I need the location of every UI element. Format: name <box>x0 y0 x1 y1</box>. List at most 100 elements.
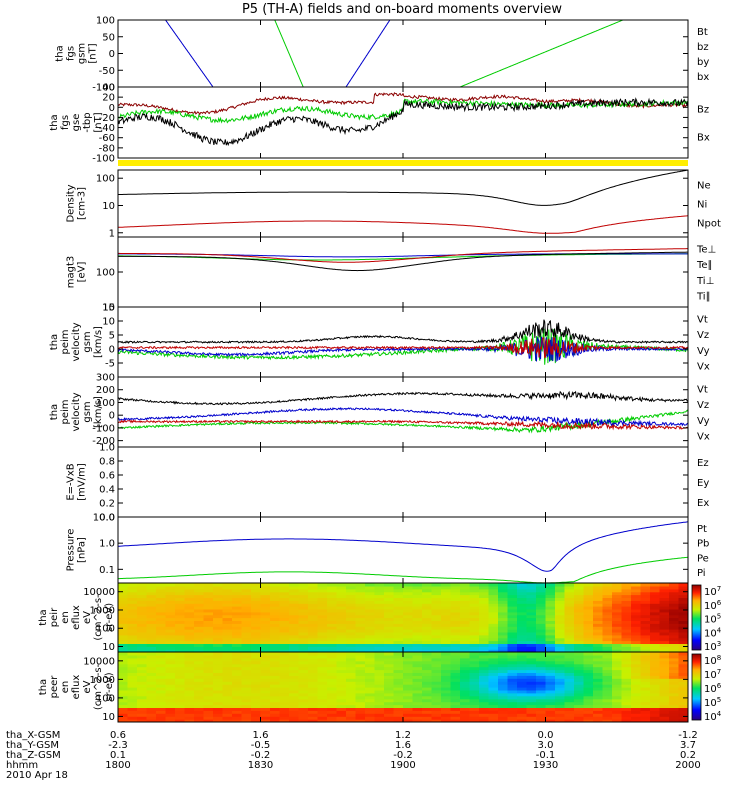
quality-flag-bar <box>118 160 688 166</box>
panel-density: 100 10 1 Density [cm-3] Ne Ni Npot <box>66 169 721 239</box>
y-tick-label: 1000 <box>90 675 115 686</box>
legend-by: by <box>697 57 709 68</box>
y-tick-label: 0.6 <box>99 471 115 482</box>
legend-Npot: Npot <box>697 219 721 230</box>
legend-Vz: Vz <box>697 400 709 411</box>
y-tick-label: -100 <box>92 83 115 94</box>
legend-Pi: Pi <box>697 568 706 579</box>
y-axis-label: gsm <box>82 401 93 422</box>
y-tick-label: 1.0 <box>99 539 115 550</box>
y-tick-label: 10 <box>102 712 115 723</box>
colorbar-label: 105 <box>704 696 721 709</box>
panel-frame <box>117 19 689 88</box>
panel-efield: 1.0 0.8 0.6 0.4 0.2 0.0 E=-VxB [mV/m] Ez Ey Ex <box>66 443 710 524</box>
y-axis-label: velocity <box>71 322 82 361</box>
ephemeris-value: 3.7 <box>680 740 696 751</box>
y-axis-label: (cm^2-s- <box>93 594 104 641</box>
y-axis-label: [eV] <box>77 262 88 283</box>
colorbar-label: 104 <box>704 710 722 723</box>
legend-Ne: Ne <box>697 180 711 191</box>
y-tick-label: -100 <box>92 154 115 165</box>
y-tick-label: 10 <box>102 642 115 653</box>
y-tick-label: 0 <box>109 411 115 422</box>
ephemeris-value: -0.1 <box>536 750 556 761</box>
legend-Vt: Vt <box>697 385 708 396</box>
colorbar-label: 107 <box>704 668 721 681</box>
series-vz <box>118 336 688 359</box>
series-vx <box>118 407 688 427</box>
legend-Bt: Bt <box>697 27 708 38</box>
ephemeris-label: tha_X-GSM <box>6 730 60 741</box>
legend-Bz: Bz <box>697 104 709 115</box>
y-axis-label: en <box>60 681 71 694</box>
y-tick-label: -80 <box>99 143 115 154</box>
legend-Vz: Vz <box>697 330 709 341</box>
y-axis-label: tha <box>49 114 60 130</box>
y-tick-label: 100 <box>96 693 115 704</box>
y-axis-label: [nT] <box>88 43 99 63</box>
panel-fgs_gsm: 100 50 0 -50 -100 tha fgs gsm [nT] Bt bz by bx <box>55 16 710 94</box>
ephemeris-value: -0.2 <box>393 750 413 761</box>
y-axis-label: tha <box>49 404 60 420</box>
y-axis-label: tha <box>38 609 49 625</box>
y-axis-label: fgs <box>66 46 77 61</box>
ephemeris-value: 0.2 <box>680 750 696 761</box>
ephemeris-value: 1800 <box>105 760 130 771</box>
ephemeris-label: hhmm <box>6 760 38 771</box>
y-tick-label: 0 <box>109 103 115 114</box>
y-axis-label: eV <box>82 680 93 693</box>
y-axis-label: Density <box>66 184 77 222</box>
y-axis-label: E=-VxB <box>66 463 77 500</box>
ephemeris-value: 0.6 <box>110 730 126 741</box>
ephemeris-value: 2000 <box>675 760 700 771</box>
legend-Ex: Ex <box>697 498 709 509</box>
ephemeris-value: 1900 <box>390 760 415 771</box>
legend-Pb: Pb <box>697 539 709 550</box>
panel-frame <box>117 236 689 308</box>
y-axis-label: Pressure <box>66 529 77 572</box>
y-tick-label: 1000 <box>90 605 115 616</box>
legend-Vy: Vy <box>697 416 710 427</box>
series-ne <box>118 215 688 234</box>
panel-temperature: 100 10 magt3 [eV] Te⊥ Te∥ Ti⊥ Ti∥ <box>66 236 716 314</box>
series-vz <box>118 419 688 431</box>
series-bx <box>164 20 214 87</box>
panel-frame <box>117 169 689 238</box>
colorbar-label: 107 <box>704 585 721 598</box>
legend-Te⊥: Te⊥ <box>696 245 716 256</box>
y-tick-label: -200 <box>92 436 115 447</box>
ephemeris-label: tha_Y-GSM <box>6 740 59 751</box>
series-by <box>274 20 304 87</box>
y-tick-label: 100 <box>96 268 115 279</box>
y-axis-label: gsm <box>82 331 93 352</box>
y-tick-label: 100 <box>96 398 115 409</box>
y-tick-label: 1.0 <box>99 443 115 454</box>
series-pi <box>118 521 688 572</box>
colorbar-label: 108 <box>704 654 721 667</box>
y-tick-label: 200 <box>96 385 115 396</box>
legend-Ez: Ez <box>697 458 709 469</box>
legend-Vy: Vy <box>697 346 710 357</box>
y-tick-label: -40 <box>99 123 115 134</box>
y-axis-label: sr-eV) <box>104 603 115 632</box>
ephemeris-value: 0.0 <box>538 730 554 741</box>
ephemeris-value: 1.6 <box>253 730 269 741</box>
y-axis-label: (cm^2-s- <box>93 663 104 710</box>
ephemeris-value: 3.0 <box>538 740 554 751</box>
y-axis-label: [cm-3] <box>77 187 88 220</box>
series-vt <box>118 319 688 344</box>
y-axis-label: magt3 <box>66 256 77 289</box>
y-tick-label: 100 <box>96 174 115 185</box>
legend-Ti⊥: Ti⊥ <box>696 276 714 287</box>
ephemeris-value: 1830 <box>248 760 273 771</box>
colorbar-label: 106 <box>704 599 722 612</box>
y-tick-label: 10 <box>102 303 115 314</box>
y-tick-label: 0.4 <box>99 485 115 496</box>
y-axis-label: [mV/m] <box>77 463 88 501</box>
ephemeris-value: -1.2 <box>678 730 698 741</box>
y-tick-label: 10.0 <box>93 513 115 524</box>
